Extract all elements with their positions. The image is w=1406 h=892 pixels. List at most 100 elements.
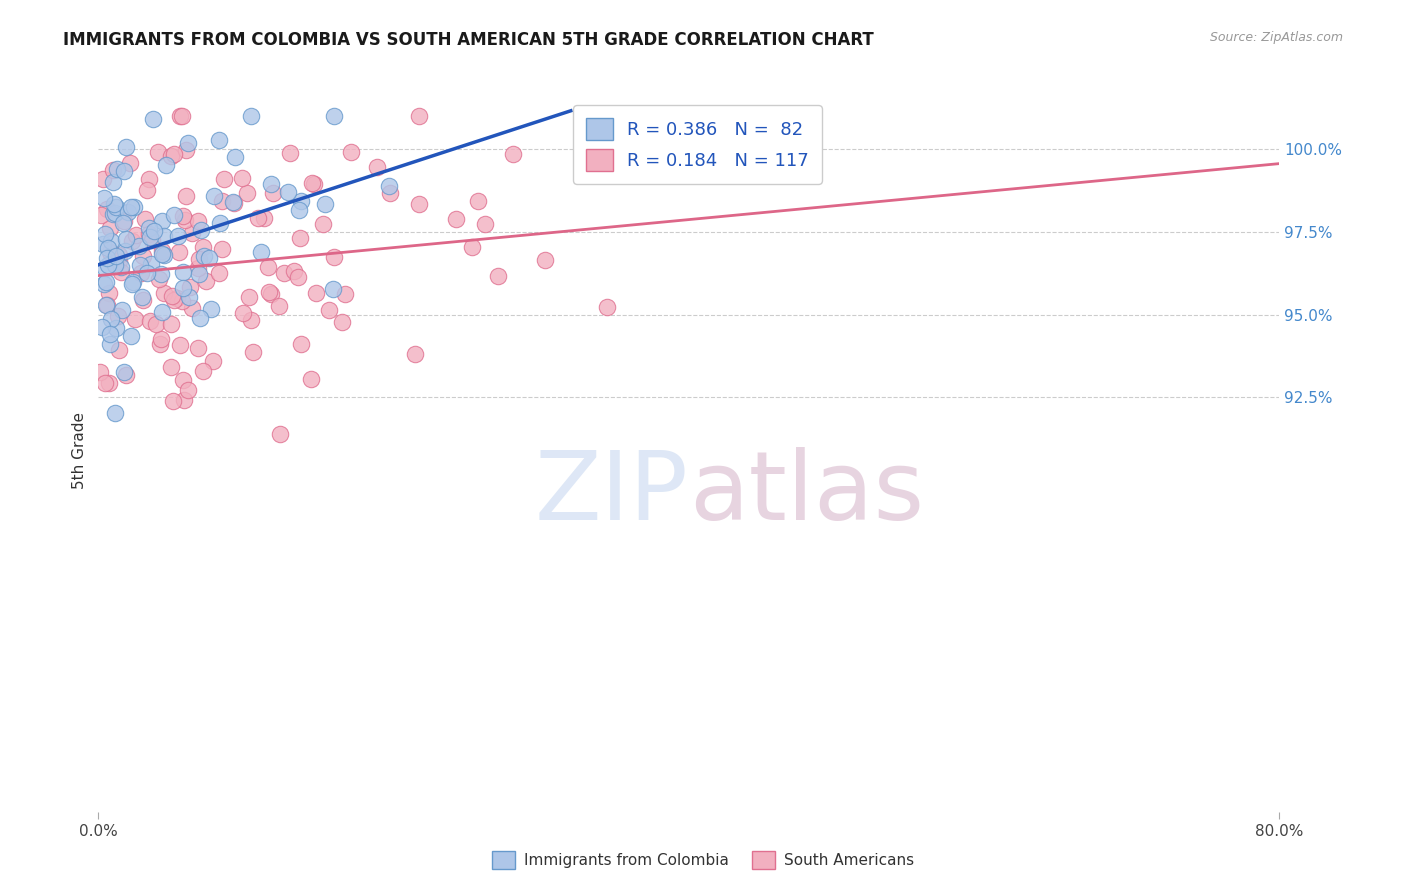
Text: atlas: atlas <box>689 447 924 541</box>
Point <box>120 200 142 214</box>
Point <box>283 264 305 278</box>
Point <box>167 244 190 259</box>
Point <box>177 383 200 397</box>
Point <box>117 205 139 219</box>
Point <box>212 171 235 186</box>
Point <box>122 200 145 214</box>
Point <box>124 227 146 242</box>
Point <box>211 242 233 256</box>
Point <box>260 177 283 191</box>
Point <box>96 298 118 312</box>
Point <box>159 359 181 374</box>
Point <box>105 200 128 214</box>
Point <box>100 234 122 248</box>
Point <box>121 234 143 248</box>
Point <box>209 216 232 230</box>
Point <box>136 183 159 197</box>
Point <box>96 251 118 265</box>
Point <box>98 337 121 351</box>
Point <box>299 372 322 386</box>
Point <box>152 285 174 300</box>
Point <box>596 300 619 314</box>
Point <box>239 313 262 327</box>
Point <box>120 328 142 343</box>
Point <box>101 207 124 221</box>
Point <box>93 227 115 242</box>
Point <box>91 172 114 186</box>
Point <box>211 194 233 208</box>
Point <box>408 197 430 211</box>
Point <box>181 227 204 241</box>
Point <box>314 197 336 211</box>
Point <box>163 147 186 161</box>
Point <box>444 211 467 226</box>
Point <box>378 186 401 201</box>
Point <box>250 244 273 259</box>
Point <box>150 244 173 259</box>
Point <box>188 267 211 281</box>
Point <box>167 229 190 244</box>
Point <box>90 320 112 334</box>
Point <box>181 301 204 316</box>
Point <box>190 222 212 236</box>
Point <box>107 309 129 323</box>
Text: Source: ZipAtlas.com: Source: ZipAtlas.com <box>1209 31 1343 45</box>
Point <box>104 406 127 420</box>
Point <box>166 291 188 305</box>
Point <box>232 306 254 320</box>
Point <box>146 145 169 159</box>
Point <box>302 178 325 192</box>
Point <box>170 109 193 123</box>
Point <box>187 252 209 266</box>
Point <box>486 268 509 283</box>
Point <box>132 249 155 263</box>
Point <box>177 136 200 150</box>
Point <box>124 312 146 326</box>
Point <box>240 109 263 123</box>
Point <box>97 376 120 390</box>
Point <box>408 109 430 123</box>
Point <box>134 211 156 226</box>
Point <box>94 297 117 311</box>
Point <box>208 266 231 280</box>
Point <box>104 258 127 272</box>
Point <box>162 208 184 222</box>
Point <box>139 257 162 271</box>
Point <box>142 112 165 126</box>
Point <box>174 143 197 157</box>
Point <box>152 229 174 244</box>
Point <box>153 247 176 261</box>
Point <box>94 376 117 390</box>
Point <box>93 191 115 205</box>
Point <box>139 230 162 244</box>
Point <box>108 248 131 262</box>
Point <box>288 202 311 217</box>
Point <box>277 185 299 199</box>
Point <box>132 293 155 307</box>
Point <box>135 266 157 280</box>
Point <box>172 209 194 223</box>
Point <box>98 286 121 301</box>
Point <box>104 205 127 219</box>
Point <box>305 286 328 301</box>
Point <box>198 251 221 265</box>
Point <box>193 249 215 263</box>
Point <box>115 139 138 153</box>
Point <box>110 260 132 275</box>
Point <box>242 345 264 359</box>
Point <box>330 315 353 329</box>
Point <box>202 188 225 202</box>
Point <box>187 261 209 276</box>
Point <box>114 232 136 246</box>
Point <box>94 261 117 276</box>
Y-axis label: 5th Grade: 5th Grade <box>72 412 87 489</box>
Point <box>139 314 162 328</box>
Point <box>93 277 115 292</box>
Point <box>163 293 186 307</box>
Point <box>150 247 173 261</box>
Point <box>378 179 401 194</box>
Point <box>107 343 129 358</box>
Point <box>366 160 388 174</box>
Point <box>138 171 160 186</box>
Point <box>339 145 361 160</box>
